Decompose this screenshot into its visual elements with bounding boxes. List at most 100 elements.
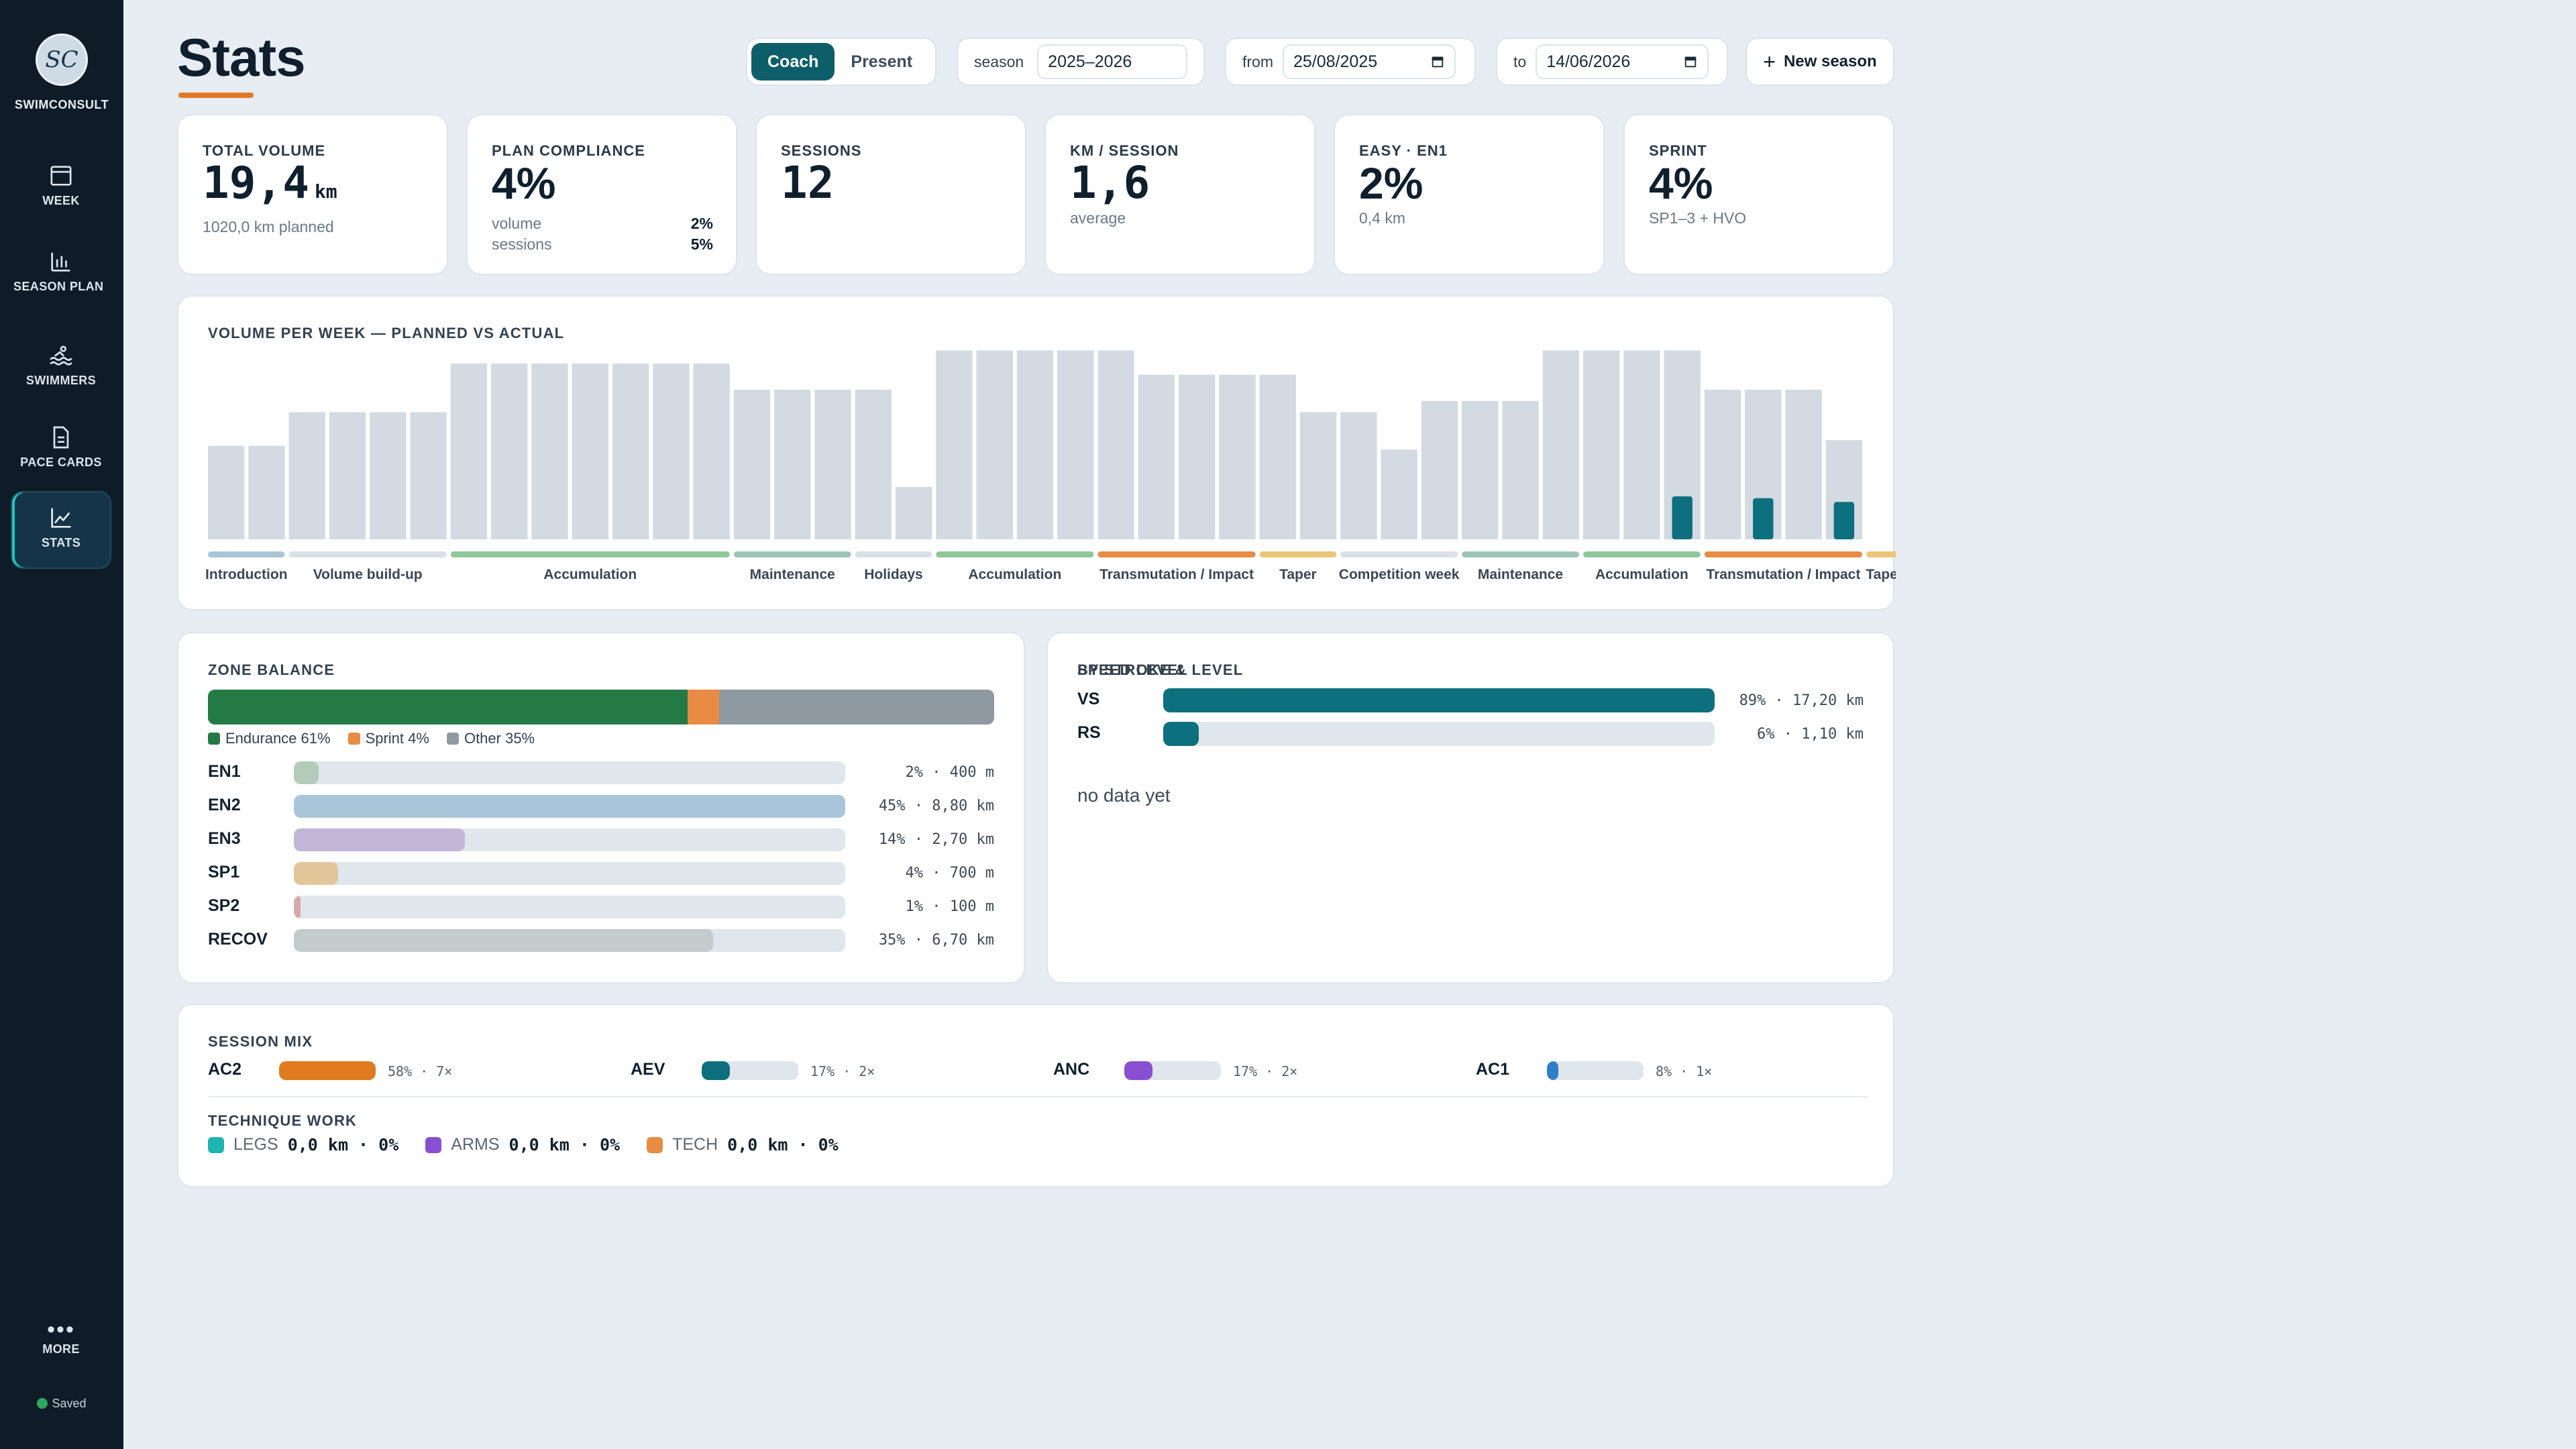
volume-chart: Introduction Volume build-up Accumulation M… <box>205 350 1896 582</box>
phase-label: Competition week <box>1339 567 1460 582</box>
planned-bar[interactable] <box>1179 374 1216 539</box>
planned-bar[interactable] <box>733 389 771 539</box>
zone-row-sp1[interactable]: SP1 4% · 700 m <box>208 860 994 885</box>
planned-bar[interactable] <box>370 412 407 539</box>
new-season-button[interactable]: + New season <box>1746 38 1894 86</box>
zone-row-sp2[interactable]: SP2 1% · 100 m <box>208 894 994 918</box>
planned-bar[interactable] <box>248 445 285 539</box>
planned-bar[interactable] <box>1704 389 1741 539</box>
kpi-row: sessions 5% <box>492 235 713 254</box>
planned-bar[interactable] <box>1623 350 1660 539</box>
sidebar-item-swimmers[interactable]: SWIMMERS <box>12 335 110 400</box>
actual-bar[interactable] <box>1672 496 1693 539</box>
phase-band <box>1097 551 1256 557</box>
planned-bar[interactable] <box>612 363 649 539</box>
technique-legs: LEGS 0,0 km · 0% <box>208 1135 398 1155</box>
planned-bar[interactable] <box>1259 374 1296 539</box>
planned-bar[interactable] <box>1097 350 1134 539</box>
planned-bar[interactable] <box>814 389 851 539</box>
technique-value: 0,0 km · 0% <box>287 1135 399 1155</box>
sidebar-item-week[interactable]: WEEK <box>12 156 110 220</box>
stroke-row-vs[interactable]: VS 89% · 17,20 km <box>1077 687 1864 712</box>
session-mix-aev[interactable]: AEV 17% · 2× <box>631 1059 1006 1080</box>
kpi-label: SPRINT <box>1649 142 1707 159</box>
planned-bar[interactable] <box>1016 350 1054 539</box>
planned-bar[interactable] <box>329 412 366 539</box>
actual-bar[interactable] <box>1753 498 1774 539</box>
planned-bar[interactable] <box>1502 400 1539 539</box>
planned-bar[interactable] <box>450 363 488 539</box>
kpi-label: EASY · EN1 <box>1359 142 1448 159</box>
planned-bar[interactable] <box>288 412 325 539</box>
planned-bar[interactable] <box>693 363 730 539</box>
session-mix-ac2[interactable]: AC2 58% · 7× <box>208 1059 584 1080</box>
kpi-sub: 0,4 km <box>1359 209 1406 227</box>
coach-mode-button[interactable]: Coach <box>751 43 835 80</box>
zone-value: 4% · 700 m <box>905 865 994 881</box>
planned-bar[interactable] <box>208 445 245 539</box>
zone-name: SP1 <box>208 863 240 881</box>
planned-bar[interactable] <box>1462 400 1499 539</box>
stroke-value: 89% · 17,20 km <box>1739 692 1864 709</box>
phase-band <box>1704 551 1862 557</box>
from-date-input[interactable]: 25/08/2025 <box>1283 44 1456 79</box>
mix-value: 17% · 2× <box>1233 1063 1298 1079</box>
stroke-value: 6% · 1,10 km <box>1757 726 1864 743</box>
zone-value: 35% · 6,70 km <box>878 932 994 949</box>
planned-bar[interactable] <box>1219 374 1256 539</box>
mix-name: AC1 <box>1476 1060 1510 1079</box>
stroke-track <box>1163 722 1715 746</box>
kpi-value: 12 <box>781 157 835 209</box>
planned-bar[interactable] <box>1582 350 1620 539</box>
actual-bar[interactable] <box>1833 502 1855 539</box>
planned-bar[interactable] <box>531 363 568 539</box>
planned-bar[interactable] <box>1421 400 1458 539</box>
zone-row-en1[interactable]: EN1 2% · 400 m <box>208 759 994 784</box>
planned-bar[interactable] <box>774 389 811 539</box>
planned-bar[interactable] <box>1381 449 1417 539</box>
calendar-picker-icon[interactable] <box>1683 54 1698 69</box>
planned-bar[interactable] <box>1542 350 1579 539</box>
present-mode-button[interactable]: Present <box>851 52 913 71</box>
planned-bar[interactable] <box>1340 412 1377 539</box>
stroke-row-rs[interactable]: RS 6% · 1,10 km <box>1077 720 1864 746</box>
planned-bar[interactable] <box>1138 374 1175 539</box>
zone-row-en3[interactable]: EN3 14% · 2,70 km <box>208 826 994 851</box>
planned-bar[interactable] <box>936 350 973 539</box>
planned-bar[interactable] <box>572 363 608 539</box>
kpi-row-value: 2% <box>690 215 713 232</box>
planned-bar[interactable] <box>895 486 932 539</box>
calendar-picker-icon[interactable] <box>1430 54 1445 69</box>
more-dots-icon: ••• <box>47 1317 75 1342</box>
divider <box>208 1096 1868 1097</box>
kpi-card-km-per-session: KM / SESSION 1,6 average <box>1044 114 1316 275</box>
sidebar-item-stats[interactable]: STATS <box>12 492 110 568</box>
planned-bar[interactable] <box>653 363 690 539</box>
zone-row-recov[interactable]: RECOV 35% · 6,70 km <box>208 927 994 952</box>
sidebar-item-season-plan[interactable]: SEASON PLAN <box>12 241 110 315</box>
zone-row-en2[interactable]: EN2 45% · 8,80 km <box>208 793 994 818</box>
planned-bar[interactable] <box>410 412 447 539</box>
zone-stack-segment <box>208 690 688 724</box>
planned-bar[interactable] <box>1785 389 1822 539</box>
mix-fill <box>1124 1061 1152 1080</box>
more-button[interactable]: ••• MORE <box>12 1317 110 1356</box>
planned-bar[interactable] <box>976 350 1013 539</box>
session-mix-ac1[interactable]: AC1 8% · 1× <box>1476 1059 1851 1080</box>
planned-bar[interactable] <box>491 363 528 539</box>
technique-swatch <box>208 1136 224 1153</box>
planned-bar[interactable] <box>855 389 892 539</box>
legend-label: Other 35% <box>464 730 535 747</box>
zone-name: SP2 <box>208 896 240 915</box>
app-logo[interactable]: SC <box>36 34 88 86</box>
zone-track <box>294 862 845 885</box>
sidebar-item-pace-cards[interactable]: PACE CARDS <box>12 417 110 482</box>
planned-bar[interactable] <box>1299 412 1337 539</box>
season-select[interactable]: 2025–2026 <box>1037 44 1188 79</box>
planned-bar[interactable] <box>1057 350 1094 539</box>
to-date-input[interactable]: 14/06/2026 <box>1536 44 1709 79</box>
kpi-unit: km <box>314 180 337 203</box>
volume-chart-card: VOLUME PER WEEK — PLANNED VS ACTUAL Intr… <box>177 295 1896 610</box>
kpi-value: 19,4 km <box>203 161 447 214</box>
session-mix-anc[interactable]: ANC 17% · 2× <box>1053 1059 1429 1080</box>
